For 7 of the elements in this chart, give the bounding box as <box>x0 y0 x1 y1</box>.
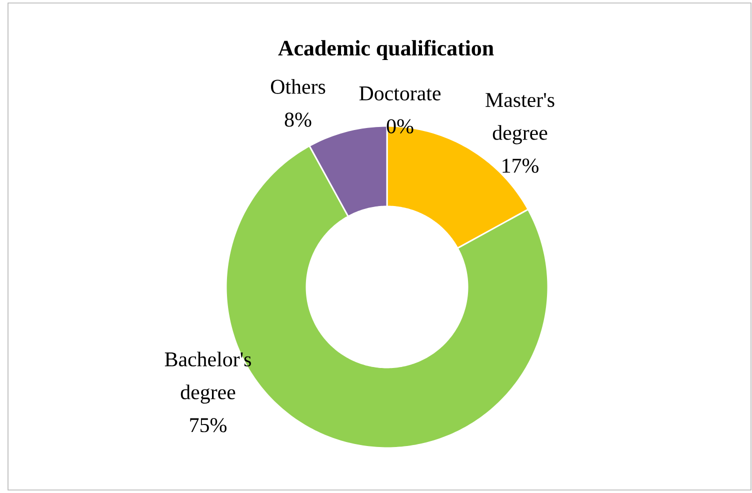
chart-title: Academic qualification <box>278 40 494 60</box>
slice-label: Others <box>270 79 326 94</box>
data-label: 8% <box>284 112 312 127</box>
category-label: Doctorate <box>359 86 441 100</box>
data-label: 75% <box>190 418 226 432</box>
slice-label: Master's degree <box>486 93 554 144</box>
data-label: 17% <box>502 158 538 173</box>
